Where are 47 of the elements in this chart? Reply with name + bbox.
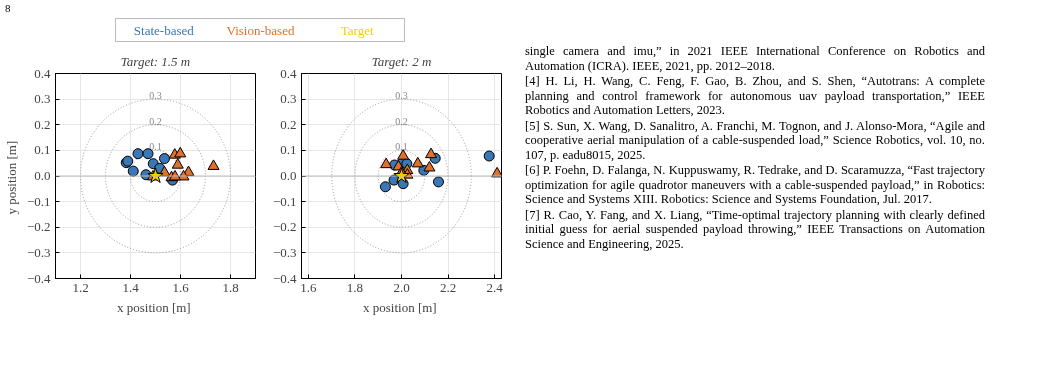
x-tick-label: 1.6 — [172, 279, 190, 295]
y-tick-label: −0.3 — [26, 244, 51, 260]
x-tick-label: 2.0 — [393, 279, 410, 295]
y-tick-label: 0.2 — [34, 116, 51, 132]
y-tick-label: −0.4 — [272, 270, 297, 286]
y-tick-label: −0.2 — [26, 219, 51, 235]
y-tick-label: −0.3 — [272, 244, 297, 260]
annotation: 0.3 — [395, 90, 408, 102]
annotation: 0.2 — [149, 115, 162, 127]
x-tick-label: 1.8 — [222, 279, 239, 295]
y-tick-label: 0.1 — [280, 142, 297, 158]
annotation: 0.1 — [395, 141, 408, 153]
annotation: 0.1 — [149, 141, 162, 153]
text: [6] P. Foehn, D. Falanga, N. Kuppuswamy, R. Tedrake, and D. Scaramuzza, “Fast trajectory optimization for agile quadrotor maneuvers with a cable-suspended payload,” in Robotics: Science and Systems XIII. Robotics: Science and Systems Foundation, Jul. 2017. — [525, 163, 985, 207]
y-tick-label: 0.3 — [34, 91, 51, 107]
x-tick-label: 2.2 — [439, 279, 457, 295]
text: [4] H. Li, H. Wang, C. Feng, F. Gao, B. Zhou, and S. Shen, “Autotrans: A complete planning and control framework for autonomous uav payload transportation,” IEEE Robotics and Automation Letters, 2023. — [525, 74, 985, 118]
x-axis-title: x position [m] — [117, 299, 191, 315]
chart-title: Target: 2 m — [371, 53, 432, 69]
text: [7] R. Cao, Y. Fang, and X. Liang, “Time-optimal trajectory planning with clearly defined initial guess for aerial suspended payload throwing,” IEEE Transactions on Automation Science and Engineering, 2025. — [525, 207, 985, 251]
text: State-based — [133, 23, 195, 38]
y-tick-label: 0.0 — [34, 168, 51, 183]
chart-title: Target: 1.5 m — [120, 53, 191, 69]
y-tick-label: 0.4 — [34, 65, 51, 81]
y-tick-label: 0.4 — [280, 65, 297, 81]
x-tick-label: 1.4 — [122, 279, 140, 295]
y-tick-label: −0.2 — [272, 219, 297, 235]
y-tick-label: −0.4 — [26, 270, 51, 286]
text: [5] S. Sun, X. Wang, D. Sanalitro, A. Franchi, M. Tognon, and J. Alonso-Mora, “Agile and cooperative aerial manipulation of a cable-suspended load,” Science Robotics, vol. 10, no. 107, p. eadu8015, 2025. — [525, 118, 985, 162]
y-tick-label: 0.3 — [280, 91, 297, 107]
y-tick-label: 0.2 — [280, 116, 297, 132]
text: single camera and imu,” in 2021 IEEE International Conference on Robotics and Automation (ICRA). IEEE, 2021, pp. 2012–2018. — [525, 44, 985, 73]
y-tick-label: −0.1 — [272, 193, 297, 209]
x-tick-label: 1.6 — [300, 279, 318, 295]
x-tick-label: 1.2 — [72, 279, 89, 295]
x-tick-label: 1.8 — [346, 279, 364, 295]
x-axis-title: x position [m] — [363, 299, 437, 315]
text: Target — [340, 23, 374, 38]
x-tick-label: 2.4 — [486, 279, 504, 295]
annotation: 0.3 — [149, 90, 162, 102]
y-tick-label: 0.1 — [34, 142, 51, 158]
y-tick-label: 0.0 — [280, 168, 297, 183]
text: 8 — [5, 1, 11, 16]
text: Vision-based — [226, 23, 295, 38]
y-tick-label: −0.1 — [26, 193, 51, 209]
y-axis-title: y position [m] — [3, 140, 19, 215]
annotation: 0.2 — [395, 115, 408, 127]
